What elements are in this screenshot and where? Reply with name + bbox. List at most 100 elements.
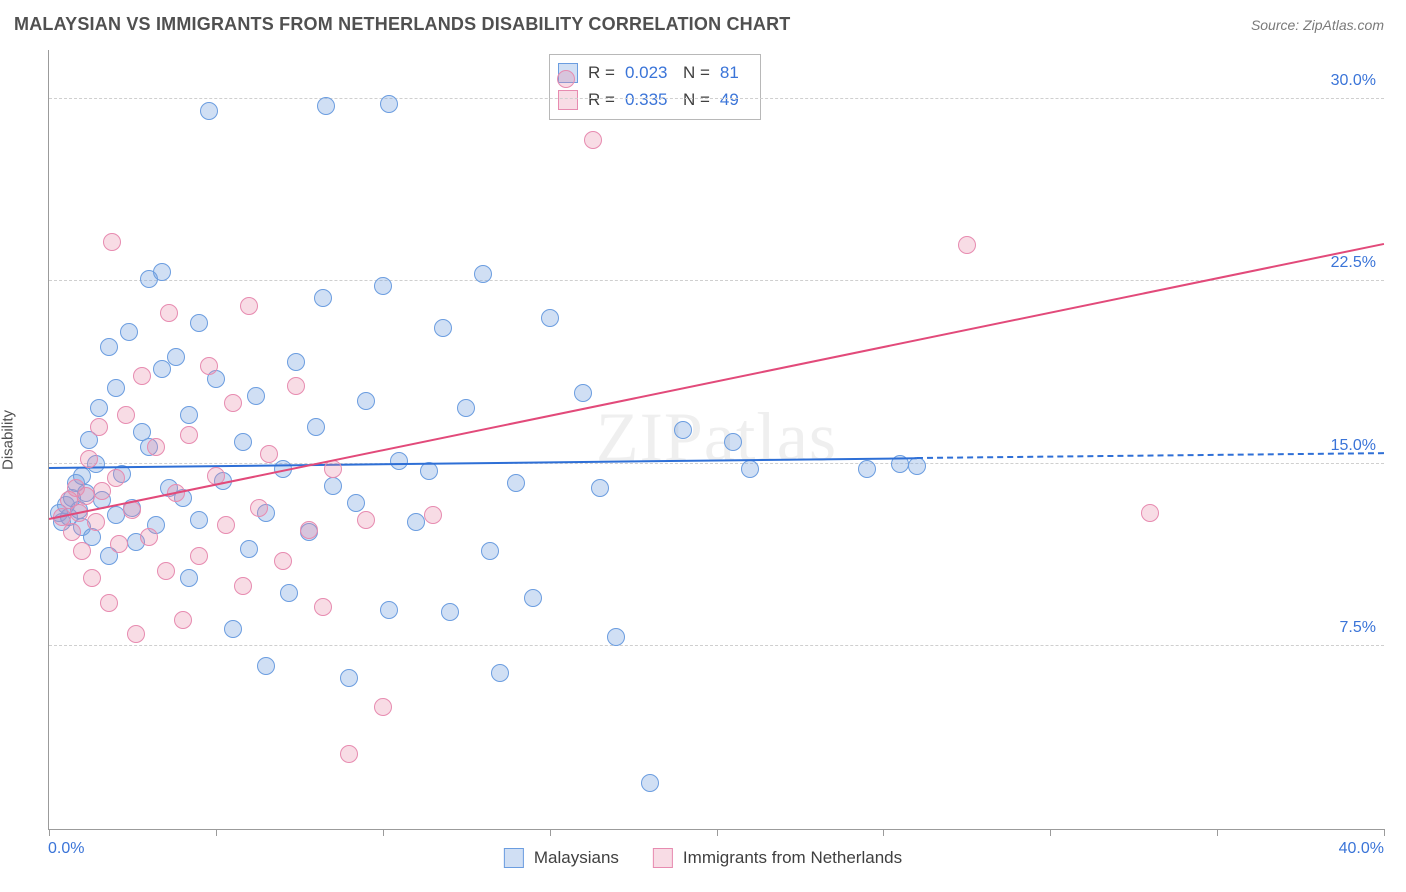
data-point: [300, 521, 318, 539]
data-point: [424, 506, 442, 524]
x-axis-min-label: 0.0%: [48, 840, 84, 858]
y-tick-label: 7.5%: [1340, 619, 1376, 637]
x-tick: [550, 829, 551, 836]
correlation-legend: R =0.023N =81R =0.335N =49: [549, 54, 761, 120]
data-point: [390, 452, 408, 470]
data-point: [324, 477, 342, 495]
data-point: [374, 277, 392, 295]
data-point: [724, 433, 742, 451]
legend-n-label: N =: [683, 59, 710, 86]
gridline: [49, 280, 1384, 281]
data-point: [607, 628, 625, 646]
data-point: [434, 319, 452, 337]
x-tick: [1050, 829, 1051, 836]
legend-swatch: [653, 848, 673, 868]
legend-r-label: R =: [588, 86, 615, 113]
data-point: [224, 394, 242, 412]
legend-r-value: 0.023: [625, 59, 673, 86]
data-point: [234, 577, 252, 595]
data-point: [374, 698, 392, 716]
data-point: [127, 625, 145, 643]
legend-r-label: R =: [588, 59, 615, 86]
data-point: [380, 95, 398, 113]
data-point: [541, 309, 559, 327]
x-tick: [383, 829, 384, 836]
x-axis-max-label: 40.0%: [1339, 840, 1384, 858]
data-point: [908, 457, 926, 475]
data-point: [274, 552, 292, 570]
data-point: [584, 131, 602, 149]
data-point: [174, 611, 192, 629]
data-point: [83, 569, 101, 587]
data-point: [73, 542, 91, 560]
data-point: [90, 399, 108, 417]
y-axis-label: Disability: [0, 410, 17, 470]
data-point: [80, 450, 98, 468]
data-point: [591, 479, 609, 497]
legend-n-value: 49: [720, 86, 748, 113]
data-point: [340, 745, 358, 763]
data-point: [160, 304, 178, 322]
data-point: [557, 70, 575, 88]
header: MALAYSIAN VS IMMIGRANTS FROM NETHERLANDS…: [0, 0, 1406, 45]
data-point: [107, 506, 125, 524]
data-point: [200, 102, 218, 120]
x-tick: [216, 829, 217, 836]
data-point: [314, 289, 332, 307]
data-point: [481, 542, 499, 560]
legend-label: Malaysians: [534, 848, 619, 868]
data-point: [140, 528, 158, 546]
legend-n-value: 81: [720, 59, 748, 86]
data-point: [357, 392, 375, 410]
data-point: [524, 589, 542, 607]
data-point: [287, 353, 305, 371]
x-tick: [1217, 829, 1218, 836]
data-point: [180, 426, 198, 444]
data-point: [250, 499, 268, 517]
data-point: [314, 598, 332, 616]
data-point: [858, 460, 876, 478]
data-point: [224, 620, 242, 638]
data-point: [167, 348, 185, 366]
data-point: [287, 377, 305, 395]
data-point: [63, 523, 81, 541]
y-tick-label: 30.0%: [1331, 72, 1376, 90]
y-tick-label: 22.5%: [1331, 254, 1376, 272]
data-point: [157, 562, 175, 580]
data-point: [641, 774, 659, 792]
data-point: [217, 516, 235, 534]
data-point: [247, 387, 265, 405]
legend-item: Malaysians: [504, 848, 619, 868]
data-point: [491, 664, 509, 682]
data-point: [240, 540, 258, 558]
data-point: [240, 297, 258, 315]
gridline: [49, 463, 1384, 464]
data-point: [474, 265, 492, 283]
legend-label: Immigrants from Netherlands: [683, 848, 902, 868]
data-point: [77, 487, 95, 505]
watermark: ZIPatlas: [596, 398, 837, 478]
data-point: [133, 367, 151, 385]
data-point: [574, 384, 592, 402]
data-point: [103, 233, 121, 251]
data-point: [407, 513, 425, 531]
data-point: [1141, 504, 1159, 522]
data-point: [190, 547, 208, 565]
data-point: [257, 657, 275, 675]
data-point: [674, 421, 692, 439]
data-point: [107, 469, 125, 487]
data-point: [958, 236, 976, 254]
plot-canvas: ZIPatlas R =0.023N =81R =0.335N =49 7.5%…: [48, 50, 1384, 830]
data-point: [190, 511, 208, 529]
data-point: [100, 338, 118, 356]
data-point: [117, 406, 135, 424]
data-point: [180, 406, 198, 424]
legend-n-label: N =: [683, 86, 710, 113]
data-point: [420, 462, 438, 480]
x-tick: [717, 829, 718, 836]
data-point: [507, 474, 525, 492]
data-point: [90, 418, 108, 436]
plot-area: Disability ZIPatlas R =0.023N =81R =0.33…: [14, 50, 1384, 830]
data-point: [280, 584, 298, 602]
data-point: [317, 97, 335, 115]
